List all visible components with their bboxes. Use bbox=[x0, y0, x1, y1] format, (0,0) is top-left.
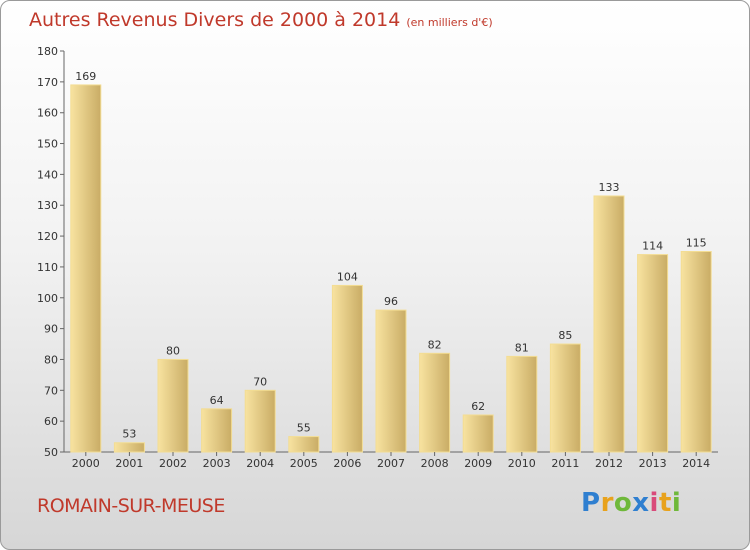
y-tick-label: 110 bbox=[37, 261, 58, 274]
y-tick-label: 50 bbox=[44, 446, 58, 459]
x-tick-label: 2005 bbox=[290, 457, 318, 470]
y-tick-label: 150 bbox=[37, 138, 58, 151]
x-tick-label: 2010 bbox=[508, 457, 536, 470]
logo-letter: x bbox=[632, 488, 650, 518]
data-label: 104 bbox=[337, 270, 358, 283]
y-tick-label: 170 bbox=[37, 76, 58, 89]
bar bbox=[201, 408, 233, 453]
y-tick-label: 140 bbox=[37, 168, 58, 181]
y-tick-label: 90 bbox=[44, 323, 58, 336]
data-label: 64 bbox=[210, 394, 224, 407]
x-tick-label: 2004 bbox=[246, 457, 274, 470]
y-tick-label: 100 bbox=[37, 292, 58, 305]
data-label: 114 bbox=[642, 240, 663, 253]
bar bbox=[157, 358, 189, 453]
logo-letter: r bbox=[600, 488, 614, 518]
x-tick-label: 2012 bbox=[595, 457, 623, 470]
data-label: 53 bbox=[122, 428, 136, 441]
y-tick-label: 160 bbox=[37, 107, 58, 120]
y-tick-label: 120 bbox=[37, 230, 58, 243]
bar bbox=[244, 389, 276, 453]
bar bbox=[593, 195, 625, 453]
bar bbox=[637, 254, 669, 453]
logo-letter: i bbox=[649, 488, 659, 518]
logo-letter: t bbox=[658, 488, 672, 518]
data-label: 62 bbox=[471, 400, 485, 413]
x-tick-label: 2001 bbox=[115, 457, 143, 470]
data-label: 85 bbox=[558, 329, 572, 342]
title-text: Autres Revenus Divers de 2000 à 2014 bbox=[29, 9, 401, 31]
data-label: 80 bbox=[166, 344, 180, 357]
proxiti-logo: Proxiti bbox=[581, 488, 681, 518]
data-label: 70 bbox=[253, 375, 267, 388]
title-unit: (en milliers d'€) bbox=[406, 16, 493, 29]
data-label: 96 bbox=[384, 295, 398, 308]
logo-letter: i bbox=[671, 488, 682, 518]
bar bbox=[288, 436, 320, 453]
data-label: 82 bbox=[428, 338, 442, 351]
y-tick-label: 70 bbox=[44, 384, 58, 397]
y-tick-label: 80 bbox=[44, 353, 58, 366]
x-tick-label: 2008 bbox=[421, 457, 449, 470]
data-label: 169 bbox=[75, 70, 96, 83]
bar bbox=[549, 343, 581, 453]
data-label: 81 bbox=[515, 341, 529, 354]
x-tick-label: 2007 bbox=[377, 457, 405, 470]
chart-title: Autres Revenus Divers de 2000 à 2014 (en … bbox=[29, 9, 493, 31]
x-tick-label: 2002 bbox=[159, 457, 187, 470]
x-tick-label: 2000 bbox=[72, 457, 100, 470]
bar bbox=[331, 284, 363, 453]
x-tick-label: 2009 bbox=[464, 457, 492, 470]
bar bbox=[462, 414, 494, 453]
data-label: 55 bbox=[297, 422, 311, 435]
data-label: 115 bbox=[686, 237, 707, 250]
y-tick-label: 60 bbox=[44, 415, 58, 428]
y-tick-label: 180 bbox=[37, 45, 58, 58]
bar bbox=[419, 352, 451, 453]
data-label: 133 bbox=[599, 181, 620, 194]
bar bbox=[70, 84, 102, 453]
y-tick-label: 130 bbox=[37, 199, 58, 212]
x-tick-label: 2014 bbox=[682, 457, 710, 470]
x-tick-label: 2006 bbox=[333, 457, 361, 470]
x-tick-label: 2003 bbox=[203, 457, 231, 470]
x-tick-label: 2013 bbox=[639, 457, 667, 470]
logo-letter: P bbox=[581, 488, 601, 518]
bar bbox=[506, 355, 538, 453]
town-name: ROMAIN-SUR-MEUSE bbox=[37, 495, 225, 517]
x-tick-label: 2011 bbox=[551, 457, 579, 470]
bar bbox=[113, 442, 145, 453]
bar bbox=[680, 251, 712, 453]
logo-letter: o bbox=[613, 488, 633, 518]
bar bbox=[375, 309, 407, 453]
